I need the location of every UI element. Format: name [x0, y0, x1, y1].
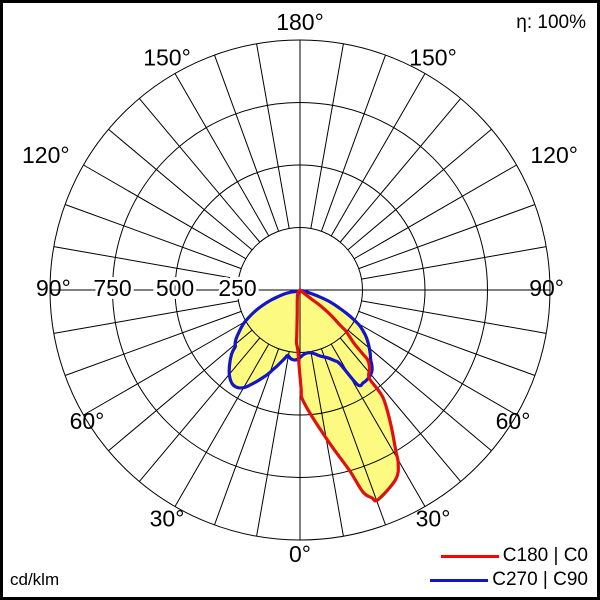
- svg-text:250: 250: [218, 275, 256, 301]
- svg-text:500: 500: [156, 275, 194, 301]
- svg-text:750: 750: [93, 275, 131, 301]
- svg-text:60°: 60°: [496, 408, 531, 434]
- svg-text:180°: 180°: [276, 9, 324, 35]
- svg-text:30°: 30°: [416, 505, 451, 531]
- svg-text:60°: 60°: [70, 408, 105, 434]
- svg-text:30°: 30°: [150, 505, 185, 531]
- svg-text:150°: 150°: [143, 45, 191, 71]
- svg-text:90°: 90°: [529, 275, 564, 301]
- svg-text:120°: 120°: [22, 142, 70, 168]
- svg-text:120°: 120°: [530, 142, 578, 168]
- svg-text:0°: 0°: [289, 541, 311, 567]
- svg-text:150°: 150°: [409, 45, 457, 71]
- svg-text:90°: 90°: [36, 275, 71, 301]
